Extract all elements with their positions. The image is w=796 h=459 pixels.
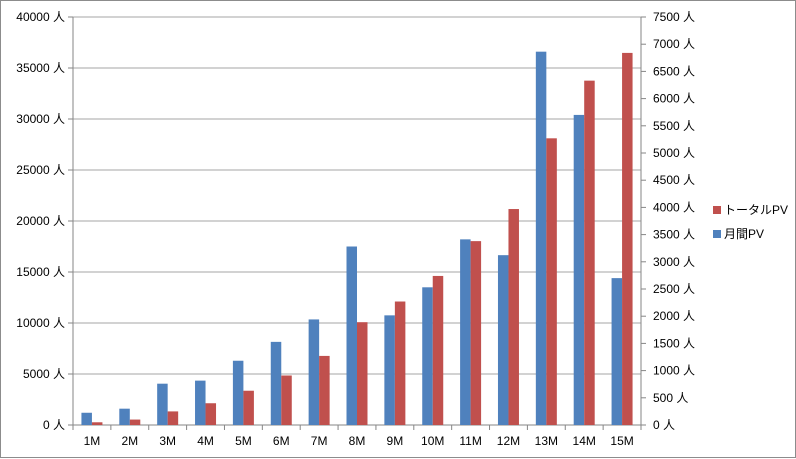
y-right-tick-label: 3000 人	[653, 255, 695, 269]
x-tick-label: 2M	[121, 434, 138, 448]
x-tick-label: 11M	[459, 434, 481, 448]
y-left-tick-label: 10000 人	[16, 316, 65, 330]
y-right-tick-label: 2000 人	[653, 309, 695, 323]
y-left-tick-label: 25000 人	[16, 163, 65, 177]
bar-monthly-pv	[611, 278, 623, 425]
bar-monthly-pv	[308, 319, 320, 425]
y-right-tick-label: 0 人	[653, 418, 675, 432]
bar-total-pv	[357, 322, 368, 425]
bar-total-pv	[167, 411, 179, 425]
y-left-tick-label: 40000 人	[16, 10, 65, 24]
x-tick-label: 14M	[573, 434, 596, 448]
bar-monthly-pv	[195, 380, 206, 425]
y-right-tick-label: 2500 人	[653, 282, 695, 296]
bar-total-pv	[432, 275, 444, 425]
legend-swatch	[713, 230, 721, 238]
y-right-tick-label: 4000 人	[653, 200, 695, 214]
bar-total-pv	[470, 241, 482, 425]
y-right-tick-label: 500 人	[653, 391, 688, 405]
y-right-tick-label: 7500 人	[653, 10, 695, 24]
bar-total-pv	[319, 355, 330, 425]
y-left-tick-label: 0 人	[43, 418, 65, 432]
bar-monthly-pv	[460, 239, 471, 425]
y-right-tick-label: 6000 人	[653, 92, 695, 106]
bar-monthly-pv	[346, 246, 357, 425]
bar-monthly-pv	[119, 408, 130, 425]
y-left-tick-label: 5000 人	[23, 367, 65, 381]
y-left-tick-label: 35000 人	[16, 61, 65, 75]
x-tick-label: 5M	[235, 434, 252, 448]
bar-monthly-pv	[232, 360, 244, 425]
y-right-tick-label: 1500 人	[653, 336, 695, 350]
x-tick-label: 1M	[84, 434, 101, 448]
x-tick-label: 13M	[535, 434, 558, 448]
x-tick-label: 6M	[273, 434, 290, 448]
bar-total-pv	[281, 375, 292, 425]
y-right-tick-label: 6500 人	[653, 64, 695, 78]
bar-total-pv	[622, 52, 633, 426]
bar-total-pv	[546, 138, 557, 425]
legend-swatch	[713, 206, 721, 214]
legend-label: 月間PV	[724, 227, 764, 241]
x-tick-label: 9M	[387, 434, 404, 448]
bar-total-pv	[394, 301, 406, 425]
bar-total-pv	[129, 419, 141, 425]
bar-monthly-pv	[535, 51, 547, 426]
x-tick-label: 15M	[610, 434, 633, 448]
bar-monthly-pv	[497, 255, 509, 425]
bar-monthly-pv	[81, 412, 92, 425]
x-tick-label: 8M	[349, 434, 366, 448]
bar-monthly-pv	[270, 341, 282, 425]
bar-monthly-pv	[422, 287, 433, 425]
y-right-tick-label: 5500 人	[653, 119, 695, 133]
bar-total-pv	[91, 422, 103, 425]
y-left-tick-label: 15000 人	[16, 265, 65, 279]
x-tick-label: 3M	[159, 434, 176, 448]
legend-label: トータルPV	[724, 203, 788, 217]
y-right-tick-label: 1000 人	[653, 364, 695, 378]
bar-monthly-pv	[384, 315, 395, 425]
y-left-tick-label: 20000 人	[16, 214, 65, 228]
y-right-tick-label: 5000 人	[653, 146, 695, 160]
bar-monthly-pv	[573, 114, 585, 426]
y-left-tick-label: 30000 人	[16, 112, 65, 126]
y-right-tick-label: 7000 人	[653, 37, 695, 51]
y-right-tick-label: 3500 人	[653, 228, 695, 242]
bar-monthly-pv	[157, 383, 168, 425]
x-tick-label: 12M	[497, 434, 520, 448]
y-right-tick-label: 4500 人	[653, 173, 695, 187]
bar-total-pv	[508, 209, 519, 425]
x-tick-label: 4M	[197, 434, 214, 448]
bar-total-pv	[243, 390, 254, 425]
bar-total-pv	[584, 80, 595, 425]
x-tick-label: 10M	[421, 434, 444, 448]
x-tick-label: 7M	[311, 434, 328, 448]
bar-total-pv	[205, 403, 217, 425]
